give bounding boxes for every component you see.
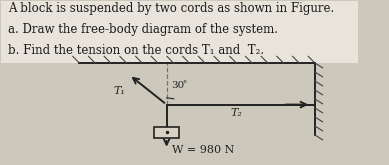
Text: 30: 30	[171, 81, 184, 90]
Text: T₂: T₂	[231, 108, 243, 118]
Text: A block is suspended by two cords as shown in Figure.: A block is suspended by two cords as sho…	[8, 1, 334, 15]
Text: W = 980 N: W = 980 N	[172, 145, 234, 155]
Text: a. Draw the free-body diagram of the system.: a. Draw the free-body diagram of the sys…	[8, 23, 278, 36]
FancyBboxPatch shape	[1, 1, 357, 63]
Text: °: °	[183, 80, 187, 88]
Text: T₁: T₁	[113, 86, 125, 96]
Text: b. Find the tension on the cords T₁ and  T₂.: b. Find the tension on the cords T₁ and …	[8, 44, 264, 57]
Bar	[154, 127, 179, 138]
